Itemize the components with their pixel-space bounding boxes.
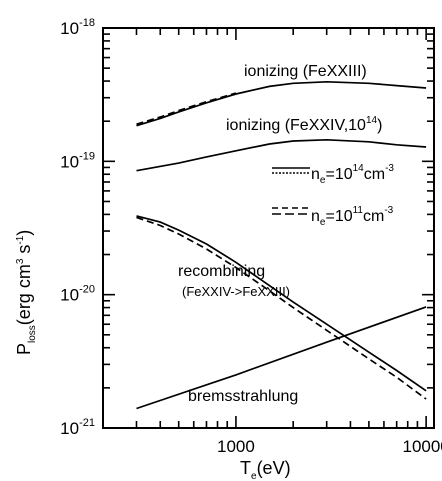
legend-label-ne11: ne=1011cm-3 — [311, 205, 394, 228]
series-line-3 — [136, 138, 427, 172]
legend-ne14-unit-exp: -3 — [385, 163, 394, 174]
y-tick-label-exponent: -18 — [79, 17, 95, 29]
legend-ne14-unit: cm — [364, 166, 385, 183]
legend-ne11-unit: cm — [363, 208, 384, 225]
x-tick-label: 1000 — [217, 437, 255, 456]
legend-ne14-exp: 14 — [353, 163, 365, 174]
y-tick-label: 10-18 — [60, 17, 95, 38]
legend: ne=1014cm-3 ne=1011cm-3 — [272, 163, 394, 228]
legend-ne14-sub: e — [320, 175, 326, 186]
x-axis-label-sub: e — [251, 471, 257, 481]
series-line-1 — [136, 80, 427, 127]
y-tick-label-exponent: -19 — [79, 150, 95, 162]
x-tick-label: 10000 — [402, 437, 442, 456]
legend-ne11-sub: e — [320, 217, 326, 228]
y-axis-label-sup1: 3 — [15, 258, 26, 264]
series-line-4 — [136, 215, 427, 392]
annotation-recombining: recombining — [178, 263, 265, 280]
y-tick-label-exponent: -20 — [79, 284, 95, 296]
x-tick-labels: 1000 10000 — [217, 437, 442, 456]
y-axis-label: Ploss(erg cm3 s-1) — [14, 230, 38, 355]
legend-ne11-unit-exp: -3 — [384, 205, 393, 216]
legend-ne11-exp: 11 — [353, 205, 364, 216]
y-tick-label-base: 10 — [60, 19, 79, 38]
plot-frame — [102, 27, 435, 429]
series-line-6 — [136, 306, 427, 410]
y-tick-label-exponent: -21 — [79, 417, 95, 429]
y-tick-label: 10-19 — [60, 150, 95, 171]
axis-ticks — [102, 28, 434, 429]
x-axis-label-main: T — [240, 458, 251, 478]
series-line-5 — [136, 216, 427, 400]
legend-ne14-n: n — [311, 166, 320, 183]
y-tick-label: 10-20 — [60, 284, 95, 305]
y-axis-label-main: P — [14, 343, 34, 355]
annotation-ionizing-fexxiv-end: ) — [377, 117, 382, 134]
legend-ne11-eq: =10 — [325, 208, 352, 225]
x-axis-label-rest: (eV) — [257, 458, 291, 478]
legend-ne14-eq: =10 — [325, 166, 352, 183]
y-tick-label: 10-21 — [60, 417, 95, 438]
annotation-bremsstrahlung: bremsstrahlung — [188, 388, 298, 405]
y-axis-label-sub: loss — [27, 325, 38, 343]
series-line-2 — [136, 92, 237, 126]
annotation-ionizing-fexxiv: ionizing (FeXXIV,1014) — [226, 115, 382, 134]
y-tick-label-base: 10 — [60, 419, 79, 438]
y-tick-label-base: 10 — [60, 152, 79, 171]
y-axis-label-mid: s — [14, 245, 34, 259]
annotation-recombining-ions: (FeXXIV->FeXXIII) — [182, 284, 290, 299]
y-axis-label-end: ) — [14, 230, 34, 236]
y-axis-label-sup2: -1 — [15, 235, 26, 244]
annotation-ionizing-fexxiii: ionizing (FeXXIII) — [244, 63, 367, 80]
legend-ne11-n: n — [311, 208, 320, 225]
data-series — [136, 80, 427, 410]
annotation-ionizing-fexxiv-sup: 14 — [366, 115, 378, 126]
annotation-ionizing-fexxiv-text: ionizing (FeXXIV,10 — [226, 117, 366, 134]
y-axis-label-rest: (erg cm — [14, 264, 34, 325]
y-tick-label-base: 10 — [60, 286, 79, 305]
legend-label-ne14: ne=1014cm-3 — [311, 163, 394, 186]
x-axis-label: Te(eV) — [240, 458, 291, 481]
